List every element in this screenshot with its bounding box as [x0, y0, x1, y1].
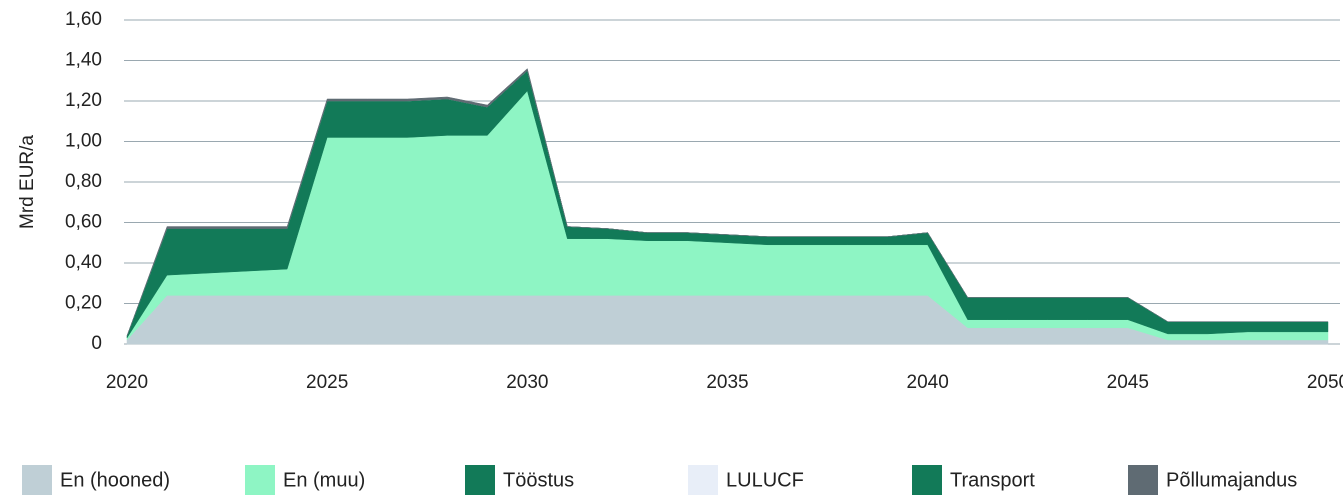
legend-label: Tööstus — [503, 469, 574, 491]
legend-swatch — [1128, 465, 1158, 495]
y-tick-label: 0,80 — [65, 171, 102, 192]
y-tick-label: 1,20 — [65, 90, 102, 111]
y-tick-label: 1,40 — [65, 50, 102, 71]
y-axis-label: Mrd EUR/a — [17, 135, 38, 229]
x-tick-label: 2035 — [706, 372, 748, 393]
legend-swatch — [22, 465, 52, 495]
legend-label: LULUCF — [726, 469, 804, 491]
y-tick-label: 0,40 — [65, 252, 102, 273]
y-tick-label: 0 — [91, 333, 102, 354]
legend-swatch — [245, 465, 275, 495]
y-tick-label: 1,00 — [65, 131, 102, 152]
legend-swatch — [465, 465, 495, 495]
legend-swatch — [912, 465, 942, 495]
legend-label: En (muu) — [283, 469, 365, 491]
area — [126, 68, 1328, 336]
legend-swatch — [688, 465, 718, 495]
x-tick-label: 2040 — [907, 372, 949, 393]
legend-label: Transport — [950, 469, 1035, 491]
x-tick-label: 2050 — [1307, 372, 1343, 393]
legend-label: Põllumajandus — [1166, 469, 1297, 491]
x-tick-label: 2025 — [306, 372, 348, 393]
y-tick-label: 0,20 — [65, 293, 102, 314]
legend-label: En (hooned) — [60, 469, 170, 491]
x-tick-label: 2030 — [506, 372, 548, 393]
x-tick-label: 2020 — [106, 372, 148, 393]
y-tick-label: 1,60 — [65, 9, 102, 30]
x-tick-label: 2045 — [1107, 372, 1149, 393]
y-tick-label: 0,60 — [65, 212, 102, 233]
